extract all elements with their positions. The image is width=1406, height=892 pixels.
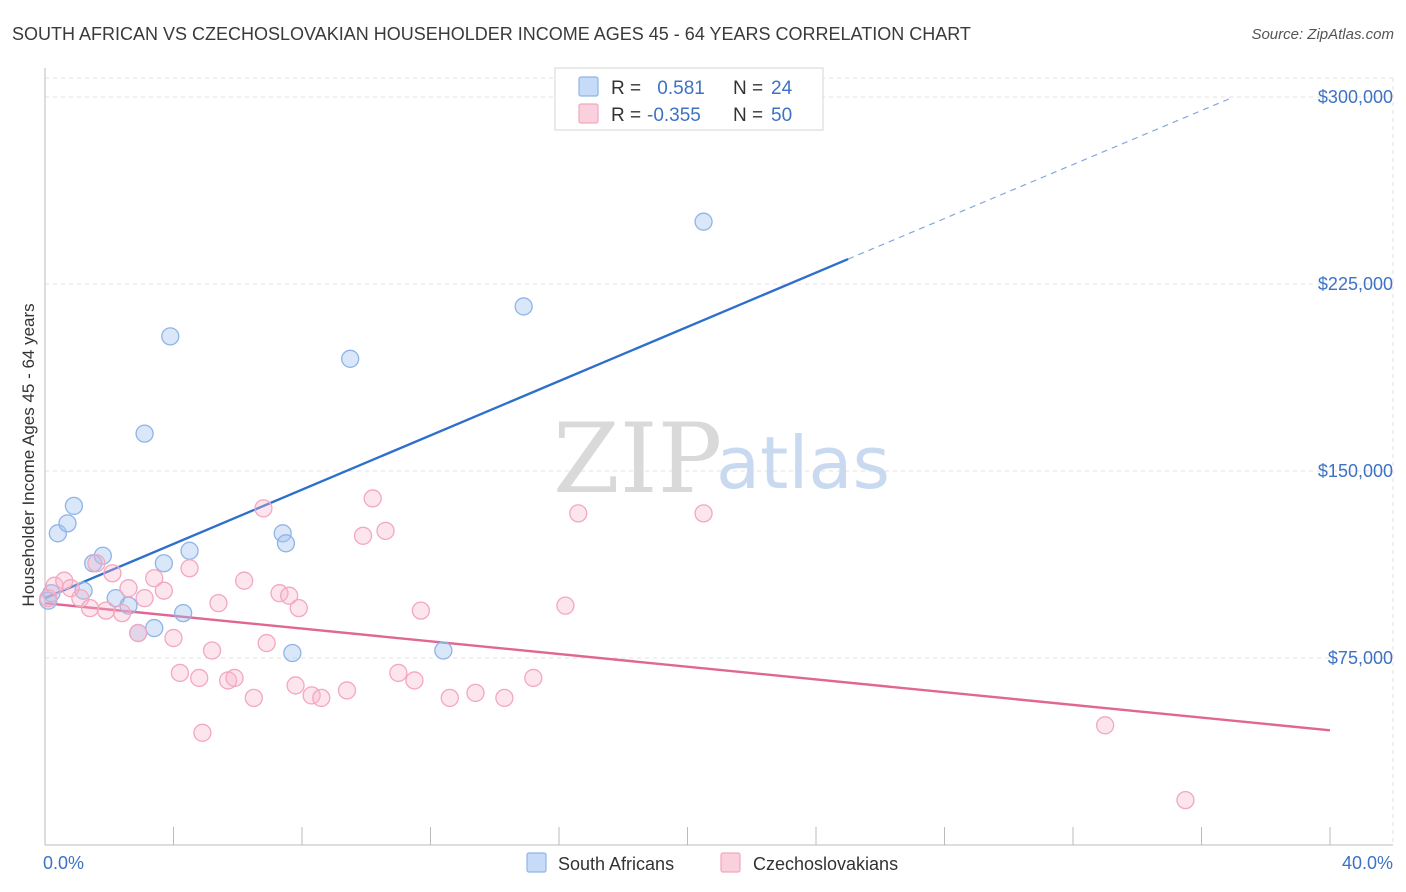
y-tick-label-2: $225,000	[1318, 274, 1393, 294]
y-tick-label-0: $75,000	[1328, 648, 1393, 668]
point-czechoslovakian-11	[129, 623, 148, 643]
y-axis-label: Householder Income Ages 45 - 64 years	[19, 303, 38, 606]
point-czechoslovakian-14	[154, 581, 174, 600]
legend-r-label-2: R =	[611, 105, 641, 126]
point-czechoslovakian-16	[170, 663, 190, 683]
data-points	[39, 212, 1195, 810]
point-czechoslovakian-30	[286, 676, 305, 695]
point-czechoslovakian-6	[87, 554, 106, 573]
legend-swatch-south-africans	[578, 76, 599, 97]
point-south-african-16	[273, 524, 292, 543]
point-czechoslovakian-40	[411, 601, 431, 620]
point-czechoslovakian-36	[363, 489, 382, 508]
point-south-african-2	[58, 514, 77, 533]
point-czechoslovakian-21	[209, 593, 228, 613]
series-legend: South Africans Czechoslovakians	[526, 852, 898, 874]
point-czechoslovakian-47	[694, 504, 713, 523]
point-czechoslovakian-29	[279, 586, 299, 605]
point-south-african-15	[180, 541, 199, 560]
point-czechoslovakian-35	[353, 526, 373, 545]
point-south-african-12	[154, 554, 174, 573]
point-south-african-3	[64, 496, 84, 516]
point-south-african-22	[694, 212, 713, 231]
legend-n-value-2: 50	[771, 105, 792, 126]
point-czechoslovakian-37	[376, 521, 395, 540]
point-czechoslovakian-38	[389, 663, 408, 683]
point-south-african-18	[283, 643, 302, 663]
point-czechoslovakian-12	[135, 589, 154, 608]
x-tick-max: 40.0%	[1342, 853, 1393, 873]
watermark-atlas: atlas	[716, 421, 890, 505]
stats-legend: R = 0.581 N = 24 R = -0.355 N = 50	[554, 67, 824, 131]
point-czechoslovakian-7	[96, 601, 116, 620]
series-legend-label-south-africans: South Africans	[558, 854, 674, 874]
point-czechoslovakian-23	[225, 668, 244, 688]
chart-source: Source: ZipAtlas.com	[1251, 26, 1394, 43]
point-czechoslovakian-10	[119, 579, 138, 598]
point-south-african-20	[434, 641, 453, 660]
point-czechoslovakian-42	[466, 683, 485, 703]
point-south-african-17	[276, 534, 296, 553]
point-czechoslovakian-19	[193, 723, 212, 742]
trend-line-1	[44, 601, 1331, 732]
point-czechoslovakian-27	[257, 633, 276, 653]
series-legend-swatch-south-africans	[526, 852, 547, 873]
x-tick-min: 0.0%	[43, 853, 84, 873]
trend-line-0	[44, 257, 849, 600]
legend-r-value-1: 0.581	[652, 78, 705, 99]
point-czechoslovakian-5	[80, 598, 100, 618]
point-czechoslovakian-24	[235, 571, 254, 590]
point-south-african-14	[173, 603, 193, 623]
point-south-african-10	[135, 424, 154, 443]
point-czechoslovakian-41	[440, 688, 459, 708]
point-czechoslovakian-39	[405, 671, 424, 690]
point-czechoslovakian-34	[337, 681, 357, 700]
point-czechoslovakian-48	[1095, 716, 1115, 735]
point-czechoslovakian-15	[164, 628, 183, 648]
trend-lines	[44, 96, 1331, 732]
point-south-african-13	[161, 327, 180, 346]
point-czechoslovakian-49	[1176, 790, 1195, 810]
point-czechoslovakian-2	[55, 571, 74, 590]
point-south-african-11	[145, 618, 164, 638]
legend-r-value-2: -0.355	[647, 105, 701, 126]
point-czechoslovakian-33	[312, 688, 331, 708]
point-czechoslovakian-45	[556, 596, 575, 615]
legend-r-label-1: R =	[611, 78, 641, 99]
legend-n-label-1: N =	[733, 78, 763, 99]
stats-legend-box	[554, 67, 824, 131]
chart-title: SOUTH AFRICAN VS CZECHOSLOVAKIAN HOUSEHO…	[12, 24, 971, 44]
point-czechoslovakian-43	[495, 688, 514, 708]
point-czechoslovakian-13	[145, 569, 164, 588]
legend-swatch-czechoslovakians	[578, 103, 599, 124]
point-czechoslovakian-17	[180, 559, 199, 578]
legend-n-value-1: 24	[771, 78, 793, 99]
point-south-african-21	[514, 297, 533, 316]
series-legend-label-czechoslovakians: Czechoslovakians	[753, 854, 898, 874]
trend-line-dashed-0	[847, 96, 1234, 260]
y-tick-label-3: $300,000	[1318, 87, 1393, 107]
axes	[44, 68, 1393, 846]
point-south-african-19	[341, 349, 360, 368]
point-czechoslovakian-20	[202, 641, 222, 660]
point-czechoslovakian-9	[112, 603, 132, 623]
watermark-zip: ZIP	[553, 403, 722, 515]
series-legend-swatch-czechoslovakians	[720, 852, 741, 873]
point-south-african-6	[93, 546, 112, 565]
y-tick-label-1: $150,000	[1318, 461, 1393, 481]
point-czechoslovakian-46	[569, 504, 588, 523]
watermark: ZIP atlas	[553, 403, 890, 515]
y-tick-labels: $75,000 $150,000 $225,000 $300,000	[1318, 87, 1393, 668]
point-czechoslovakian-31	[289, 598, 308, 618]
point-czechoslovakian-8	[103, 564, 122, 583]
point-czechoslovakian-18	[190, 668, 209, 688]
point-czechoslovakian-25	[244, 688, 263, 708]
point-czechoslovakian-44	[524, 668, 543, 688]
legend-n-label-2: N =	[733, 105, 763, 126]
point-czechoslovakian-26	[254, 499, 273, 518]
